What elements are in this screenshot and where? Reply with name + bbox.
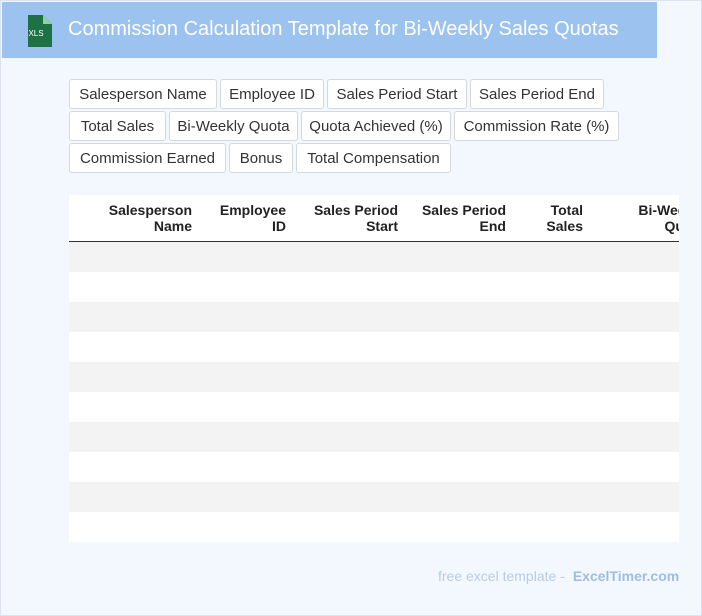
field-chip-bi-weekly-quota[interactable]: Bi-Weekly Quota bbox=[169, 111, 298, 141]
column-header-line: End bbox=[479, 218, 506, 234]
column-header-line: Sales Period bbox=[313, 202, 398, 218]
table-row[interactable] bbox=[69, 482, 679, 512]
footer-brand-link[interactable]: ExcelTimer.com bbox=[572, 568, 680, 584]
field-chip-bonus[interactable]: Bonus bbox=[229, 143, 293, 173]
field-chip-salesperson-name[interactable]: Salesperson Name bbox=[69, 79, 217, 109]
field-chip-total-sales[interactable]: Total Sales bbox=[69, 111, 166, 141]
field-chip-sales-period-start[interactable]: Sales Period Start bbox=[327, 79, 467, 109]
column-header-line: Bi-Weekly bbox=[638, 202, 679, 218]
column-header-line: Salesperson bbox=[108, 202, 192, 218]
column-header-total-sales[interactable]: Total Sales bbox=[513, 202, 583, 234]
excel-file-icon: XLS bbox=[28, 15, 52, 47]
table-row[interactable] bbox=[69, 242, 679, 272]
column-header-sales-period-end[interactable]: Sales Period End bbox=[405, 202, 506, 234]
commission-table: Salesperson Name Employee ID Sales Perio… bbox=[69, 195, 679, 542]
table-header: Salesperson Name Employee ID Sales Perio… bbox=[69, 195, 679, 242]
field-chip-commission-earned[interactable]: Commission Earned bbox=[69, 143, 226, 173]
table-row[interactable] bbox=[69, 302, 679, 332]
field-chip-total-compensation[interactable]: Total Compensation bbox=[296, 143, 451, 173]
column-header-sales-period-start[interactable]: Sales Period Start bbox=[293, 202, 398, 234]
chip-row: Commission Earned Bonus Total Compensati… bbox=[69, 143, 629, 173]
table-row[interactable] bbox=[69, 392, 679, 422]
column-header-bi-weekly-quota[interactable]: Bi-Weekly Quota bbox=[605, 202, 679, 234]
chip-row: Salesperson Name Employee ID Sales Perio… bbox=[69, 79, 629, 109]
table-row[interactable] bbox=[69, 272, 679, 302]
column-header-line: Total bbox=[550, 202, 583, 218]
column-header-line: Sales Period bbox=[421, 202, 506, 218]
excel-file-icon-label: XLS bbox=[28, 29, 43, 38]
table-row[interactable] bbox=[69, 422, 679, 452]
column-header-line: ID bbox=[272, 218, 286, 234]
column-header-line: Start bbox=[366, 218, 398, 234]
table-row[interactable] bbox=[69, 452, 679, 482]
table-row[interactable] bbox=[69, 332, 679, 362]
field-chip-quota-achieved[interactable]: Quota Achieved (%) bbox=[301, 111, 451, 141]
footer-lead-text: free excel template - bbox=[438, 568, 565, 584]
column-header-line: Employee bbox=[219, 202, 286, 218]
table-row[interactable] bbox=[69, 362, 679, 392]
chip-row: Total Sales Bi-Weekly Quota Quota Achiev… bbox=[69, 111, 629, 141]
column-header-line: Name bbox=[153, 218, 192, 234]
footer-credit: free excel template - ExcelTimer.com bbox=[438, 568, 679, 584]
column-header-salesperson-name[interactable]: Salesperson Name bbox=[87, 202, 192, 234]
table-row[interactable] bbox=[69, 512, 679, 542]
column-header-line: Quota bbox=[664, 218, 679, 234]
field-chip-commission-rate[interactable]: Commission Rate (%) bbox=[454, 111, 619, 141]
title-banner: XLS Commission Calculation Template for … bbox=[2, 2, 657, 58]
column-header-employee-id[interactable]: Employee ID bbox=[199, 202, 286, 234]
field-chip-sales-period-end[interactable]: Sales Period End bbox=[470, 79, 604, 109]
column-header-line: Sales bbox=[546, 218, 583, 234]
field-chip-employee-id[interactable]: Employee ID bbox=[220, 79, 324, 109]
page-title: Commission Calculation Template for Bi-W… bbox=[68, 18, 619, 40]
